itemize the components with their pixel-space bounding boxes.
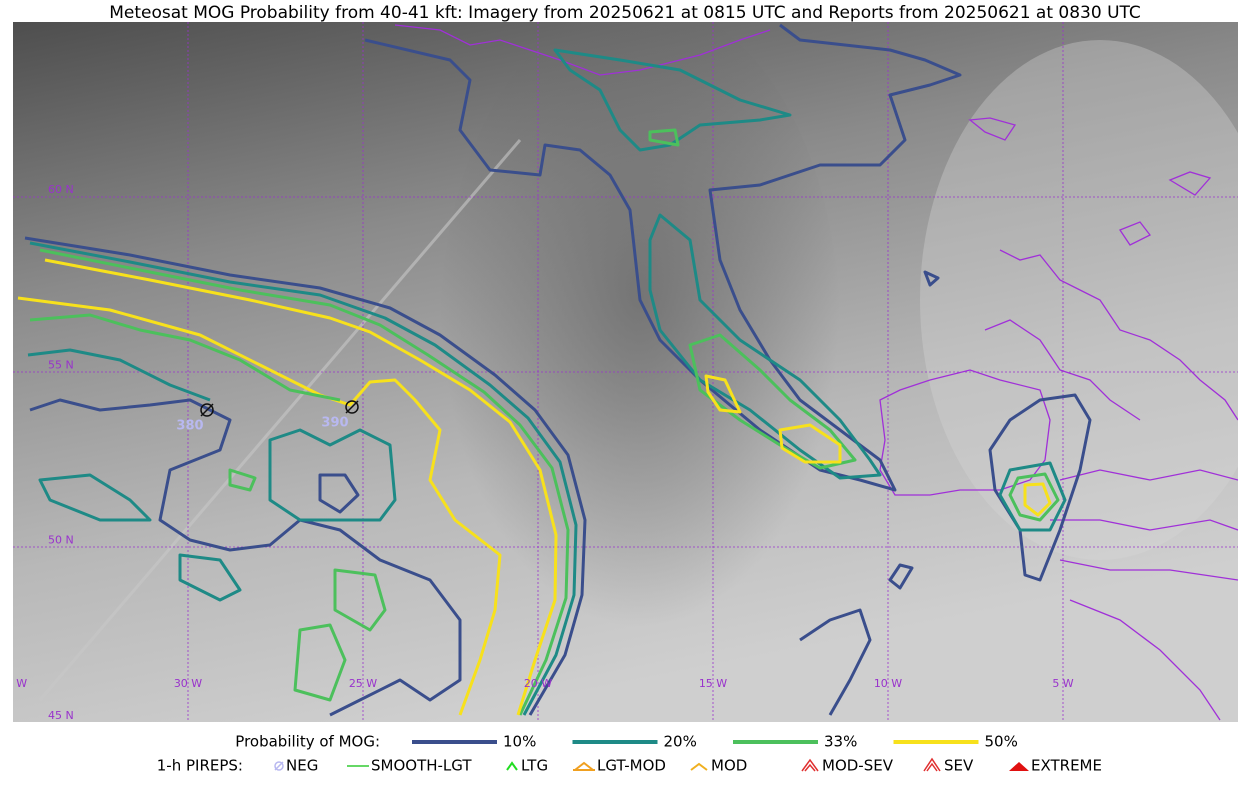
contour-50 bbox=[44, 258, 558, 716]
coast-islands bbox=[968, 117, 1212, 246]
lon-label: 20 W bbox=[524, 677, 552, 690]
lon-label: 15 W bbox=[699, 677, 727, 690]
legend-label: LTG bbox=[521, 757, 548, 775]
contour-10 bbox=[24, 236, 587, 716]
symbol-part bbox=[804, 763, 816, 772]
legend-symbol bbox=[573, 761, 595, 771]
symbol-part bbox=[274, 761, 284, 771]
coastlines bbox=[394, 24, 1238, 721]
scan-line bbox=[38, 139, 522, 701]
coast-ireland bbox=[879, 369, 1051, 496]
map: 380 390 60 N 55 N 50 N 45 N 35 W 30 W 25 W 20 W… bbox=[0, 22, 1238, 722]
neg-marker bbox=[200, 403, 214, 417]
contour-10-misc bbox=[799, 270, 940, 716]
contour-10-south bbox=[29, 398, 462, 717]
legend-symbol bbox=[801, 758, 819, 772]
coast-england-france bbox=[1050, 469, 1238, 721]
contour-10-north bbox=[364, 23, 962, 492]
symbol-part bbox=[574, 761, 594, 771]
legend-symbol bbox=[1009, 762, 1029, 771]
lat-label: 60 N bbox=[48, 183, 74, 196]
contour-50-britain bbox=[1023, 482, 1052, 517]
legend-symbol bbox=[690, 762, 708, 771]
report-level: 380 bbox=[176, 419, 203, 434]
legend: Probability of MOG: 1-h PIREPS: 10% 20% 33… bbox=[157, 733, 1102, 775]
graticule-labels: 60 N 55 N 50 N 45 N 35 W 30 W 25 W 20 W 15 W 10 W… bbox=[0, 183, 1074, 722]
lat-label: 55 N bbox=[48, 358, 74, 371]
contour-20-britain bbox=[998, 461, 1067, 532]
legend-label: NEG bbox=[286, 757, 318, 775]
contour-33-britain bbox=[1008, 472, 1060, 522]
contour-33-west bbox=[29, 313, 341, 402]
lon-label: 5 W bbox=[1052, 677, 1073, 690]
pirep-reports: 380 390 bbox=[176, 400, 359, 434]
contours bbox=[17, 23, 1092, 717]
lon-label: 25 W bbox=[349, 677, 377, 690]
legend-label: 50% bbox=[985, 733, 1018, 751]
legend-label: 10% bbox=[503, 733, 536, 751]
symbol-part bbox=[274, 761, 284, 771]
contour-20-south bbox=[38, 428, 397, 602]
symbol-part bbox=[690, 762, 708, 771]
symbol-part bbox=[801, 758, 819, 772]
dry-slot bbox=[440, 22, 840, 660]
cloud-area bbox=[920, 40, 1238, 560]
legend-symbol bbox=[506, 761, 518, 771]
legend-title: 1-h PIREPS: bbox=[157, 757, 243, 775]
legend-label: 33% bbox=[824, 733, 857, 751]
contour-20 bbox=[29, 241, 578, 716]
graticule bbox=[13, 22, 1238, 722]
legend-label: MOD-SEV bbox=[822, 757, 894, 775]
legend-label: 20% bbox=[664, 733, 697, 751]
coast-greenland bbox=[394, 24, 771, 76]
legend-label: LGT-MOD bbox=[597, 757, 666, 775]
lon-label: 30 W bbox=[174, 677, 202, 690]
symbol-part bbox=[506, 761, 518, 771]
lon-label: 10 W bbox=[874, 677, 902, 690]
contour-50-north bbox=[704, 374, 842, 464]
neg-marker bbox=[345, 400, 359, 414]
legend-title: Probability of MOG: bbox=[235, 733, 380, 751]
contour-20-west bbox=[27, 348, 211, 402]
legend-label: EXTREME bbox=[1031, 757, 1102, 775]
lat-label: 50 N bbox=[48, 534, 74, 547]
legend-label: SEV bbox=[944, 757, 974, 775]
coast-scotland bbox=[999, 249, 1238, 421]
contour-33-south bbox=[228, 468, 387, 702]
contour-10-ring bbox=[318, 473, 360, 514]
neg-marker bbox=[200, 403, 214, 417]
legend-symbol bbox=[274, 761, 284, 771]
symbol-part bbox=[926, 762, 938, 772]
legend-symbol bbox=[923, 757, 941, 772]
report-level: 390 bbox=[321, 416, 348, 431]
title: Meteosat MOG Probability from 40-41 kft:… bbox=[109, 3, 1141, 23]
legend-label: MOD bbox=[711, 757, 747, 775]
lon-label: 35 W bbox=[0, 677, 27, 690]
contour-10-britain bbox=[988, 393, 1092, 582]
symbol-part bbox=[923, 757, 941, 772]
contour-33 bbox=[39, 248, 570, 716]
lat-label: 45 N bbox=[48, 709, 74, 722]
neg-marker bbox=[345, 400, 359, 414]
symbol-part bbox=[1009, 762, 1029, 771]
legend-label: SMOOTH-LGT bbox=[371, 757, 472, 775]
coast-n-britain bbox=[984, 319, 1141, 421]
contour-20-north bbox=[553, 48, 882, 480]
contour-50-inner bbox=[17, 296, 502, 716]
